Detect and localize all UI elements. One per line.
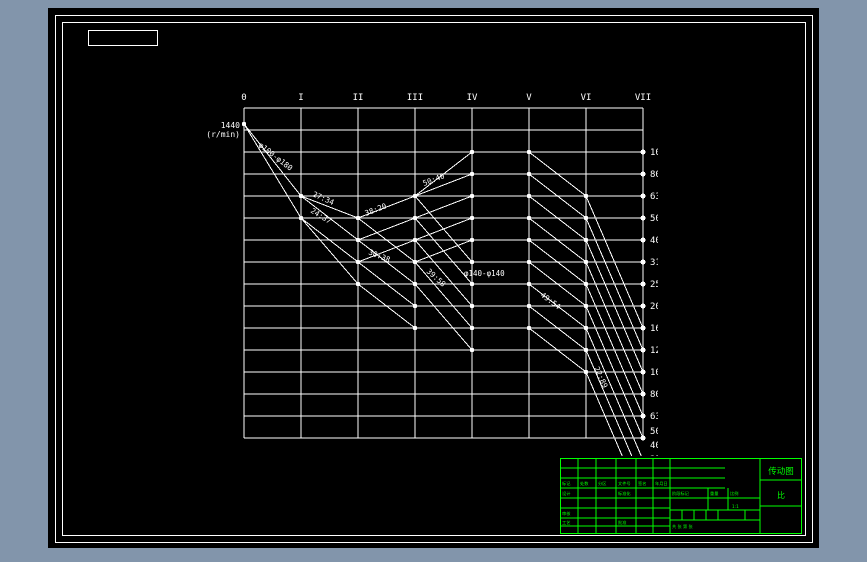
corner-label-box <box>88 30 158 46</box>
shaft-label-V: V <box>526 93 532 103</box>
tb-cell-count: 处数 <box>580 480 589 487</box>
ratio-label-38-20: 38:20 <box>363 201 388 218</box>
bottom-scale-label-group: 25 (r/min) <box>650 455 658 456</box>
speed-tick-500: 500 <box>650 214 658 224</box>
tb-cell-stage-mark: 阶段标记 <box>672 490 690 497</box>
input-speed-annotation: 1440 (r/min) <box>206 121 240 139</box>
tb-drawing-code: 比 <box>777 490 785 500</box>
title-block-border <box>560 458 802 534</box>
speed-tick-80: 80 <box>650 390 658 400</box>
tb-cell-standard: 标准化 <box>618 490 631 497</box>
speed-ray-diagram: 0 I II III IV V VI VII 1440 (r/min) <box>188 86 658 456</box>
speed-tick-50: 50 <box>650 427 658 437</box>
drawing-frame-outer <box>55 15 813 543</box>
tb-cell-weight: 重量 <box>710 490 718 497</box>
right-scale-ticks <box>640 149 646 441</box>
speed-tick-630: 630 <box>650 192 658 202</box>
speed-tick-160: 160 <box>650 324 658 334</box>
transmission-rays <box>243 123 644 456</box>
grid-vertical-lines <box>243 108 644 438</box>
ratio-label-belt-IV-V: φ140-φ140 <box>464 269 505 278</box>
tb-cell-zone: 分区 <box>598 480 606 487</box>
tb-cell-fileno: 文件号 <box>618 480 631 487</box>
ratio-label-49-54: 49:54 <box>539 290 563 311</box>
right-scale-label-group: 1060 800 630 500 400 315 250 200 160 125… <box>650 148 658 451</box>
speed-tick-250: 250 <box>650 280 658 290</box>
speed-tick-40: 40 <box>650 441 658 451</box>
ratio-label-belt-0-I: φ100-φ180 <box>257 140 295 172</box>
drawing-name-group: 传动图 比 <box>768 466 794 500</box>
tb-cell-approve: 批准 <box>618 519 626 526</box>
tb-cell-scale: 比例 <box>730 490 738 497</box>
responsibility-rows: 设计 标准化 审核 工艺 批准 <box>562 490 631 526</box>
grid-horizontal-lines <box>244 107 643 439</box>
speed-tick-1060: 1060 <box>650 148 658 158</box>
input-speed-units: (r/min) <box>206 130 240 139</box>
revision-table-grid <box>560 458 725 534</box>
spec-table-grid <box>670 458 761 534</box>
shaft-label-0: 0 <box>241 93 246 103</box>
drawing-frame-inner <box>62 22 806 536</box>
tb-page-label: 共 张 第 张 <box>672 523 694 530</box>
speed-tick-63: 63 <box>650 412 658 422</box>
speed-tick-25: 25 <box>650 455 658 456</box>
tb-cell-sign: 签名 <box>638 480 646 487</box>
drawing-title-block[interactable]: 标记 处数 分区 文件号 签名 年月日 设计 标准化 审核 工艺 批准 阶段标记… <box>560 458 802 534</box>
cad-sheet: 0 I II III IV V VI VII 1440 (r/min) <box>48 8 819 548</box>
speed-tick-315: 315 <box>650 258 658 268</box>
ratio-label-group: φ100-φ180 27:34 24:37 38:20 50:40 30:38 … <box>257 140 610 389</box>
shaft-label-VII: VII <box>635 93 651 103</box>
speed-tick-125: 125 <box>650 346 658 356</box>
revision-header-row: 标记 处数 分区 文件号 签名 年月日 <box>562 480 668 487</box>
speed-tick-200: 200 <box>650 302 658 312</box>
ratio-label-24-37: 24:37 <box>309 206 333 226</box>
tb-cell-date: 年月日 <box>655 480 668 487</box>
shaft-label-IV: IV <box>467 93 478 103</box>
drawing-name-grid <box>760 479 802 507</box>
tb-cell-design: 设计 <box>562 490 570 497</box>
title-block-svg[interactable]: 标记 处数 分区 文件号 签名 年月日 设计 标准化 审核 工艺 批准 阶段标记… <box>560 458 802 534</box>
tb-cell-check: 审核 <box>562 510 571 517</box>
spec-header-row: 阶段标记 重量 比例 1:1 共 张 第 张 <box>672 490 739 530</box>
speed-tick-100: 100 <box>650 368 658 378</box>
speed-tick-400: 400 <box>650 236 658 246</box>
tb-cell-mark: 标记 <box>562 480 571 487</box>
shaft-label-VI: VI <box>581 93 592 103</box>
tb-cell-process: 工艺 <box>562 520 570 525</box>
speed-tick-800: 800 <box>650 170 658 180</box>
shaft-label-I: I <box>298 93 303 103</box>
shaft-label-III: III <box>407 93 423 103</box>
shaft-label-II: II <box>353 93 364 103</box>
shaft-heading-group: 0 I II III IV V VI VII <box>241 93 651 103</box>
tb-scale-value: 1:1 <box>732 504 739 509</box>
speed-diagram-svg: 0 I II III IV V VI VII 1440 (r/min) <box>206 93 658 456</box>
transmission-nodes <box>241 121 589 375</box>
input-speed-value: 1440 <box>221 121 240 130</box>
tb-drawing-name: 传动图 <box>768 466 794 477</box>
